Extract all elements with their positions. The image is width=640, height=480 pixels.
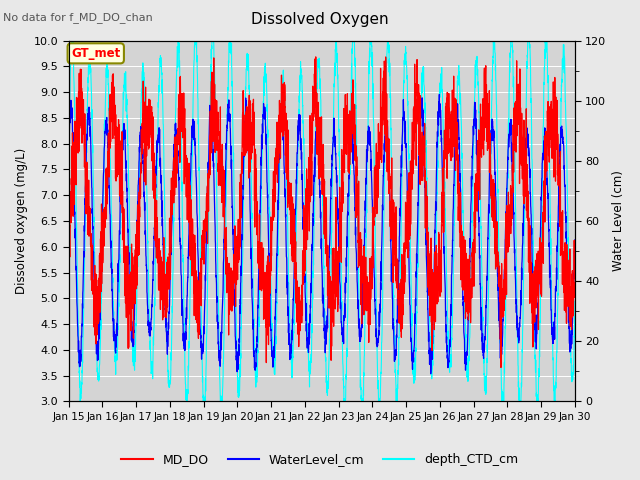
Text: GT_met: GT_met	[71, 47, 120, 60]
Y-axis label: Water Level (cm): Water Level (cm)	[612, 170, 625, 271]
Text: No data for f_MD_DO_chan: No data for f_MD_DO_chan	[3, 12, 153, 23]
Y-axis label: Dissolved oxygen (mg/L): Dissolved oxygen (mg/L)	[15, 148, 28, 294]
Legend: MD_DO, WaterLevel_cm, depth_CTD_cm: MD_DO, WaterLevel_cm, depth_CTD_cm	[116, 448, 524, 471]
Text: Dissolved Oxygen: Dissolved Oxygen	[251, 12, 389, 27]
